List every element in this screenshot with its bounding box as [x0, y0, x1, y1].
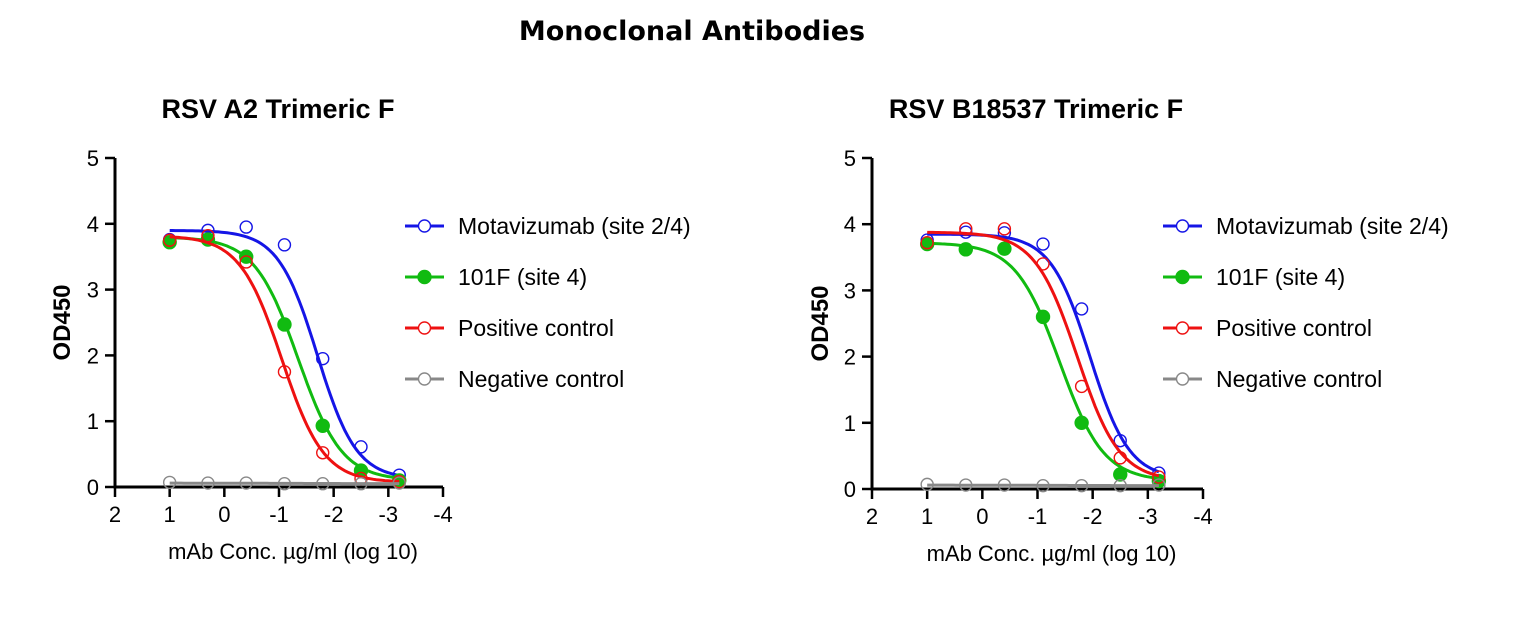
chart2-point-positive-control-0 [920, 236, 934, 250]
chart1-curve-positive-control [169, 235, 400, 483]
chart2-point-positive-control-5 [1113, 451, 1127, 465]
chart2-curve-positive-control [927, 230, 1160, 478]
chart2-point-positive-control-1 [959, 222, 973, 236]
chart2-legend-marker-101f-site-4 [1175, 269, 1190, 285]
chart2-y-tick-label-2: 2 [844, 345, 856, 370]
chart1-point-positive-control-1 [201, 228, 215, 243]
chart1-legend-label-101f-site-4: 101F (site 4) [458, 264, 587, 290]
chart1-y-tick-label-5: 5 [87, 146, 99, 171]
chart2-y-tick-label-1: 1 [844, 411, 856, 436]
chart2-y-axis-label: OD450 [807, 285, 834, 361]
chart2-x-tick-label--3: -3 [1138, 504, 1158, 529]
chart1-y-tick-label-4: 4 [87, 212, 99, 237]
chart2-point-negative-control-2 [997, 478, 1012, 492]
chart1-x-tick-label--2: -2 [324, 502, 344, 527]
chart1-legend-label-motavizumab-site-2-4: Motavizumab (site 2/4) [458, 213, 691, 239]
chart2-legend-label-positive-control: Positive control [1216, 315, 1372, 341]
chart1-y-tick-label-1: 1 [87, 409, 99, 434]
chart1-title: RSV A2 Trimeric F [161, 94, 394, 124]
chart1-legend-marker-positive-control [417, 321, 432, 335]
chart1-point-motavizumab-site-2-4-5 [354, 440, 368, 454]
chart1-point-101f-site-4-3 [277, 317, 292, 332]
chart2-point-motavizumab-site-2-4-4 [1074, 302, 1089, 316]
chart1-point-motavizumab-site-2-4-3 [277, 238, 292, 252]
chart2-x-tick-label-0: 0 [976, 504, 988, 529]
chart1-x-tick-label-2: 2 [109, 502, 121, 527]
chart2-point-positive-control-2 [997, 222, 1012, 236]
chart2-legend-label-negative-control: Negative control [1216, 366, 1382, 392]
chart2-legend-marker-negative-control [1175, 372, 1190, 386]
chart2-curve-negative-control [927, 483, 1159, 488]
chart2-point-negative-control-0 [920, 477, 934, 492]
chart2-x-tick-label--1: -1 [1028, 504, 1048, 529]
chart2-point-negative-control-3 [1036, 478, 1050, 493]
chart2-point-101f-site-4-2 [997, 241, 1012, 256]
chart1-point-negative-control-3 [277, 477, 292, 491]
chart2-y-tick-label-0: 0 [844, 477, 856, 502]
chart1-point-negative-control-1 [201, 476, 215, 490]
chart2-legend-marker-motavizumab-site-2-4 [1175, 219, 1190, 233]
figure-title: Monoclonal Antibodies [518, 16, 866, 47]
chart1-y-tick-label-0: 0 [87, 475, 99, 500]
chart1-point-negative-control-4 [316, 477, 330, 491]
chart1-legend-label-positive-control: Positive control [458, 315, 614, 341]
chart1-point-motavizumab-site-2-4-2 [239, 220, 253, 234]
chart2-point-101f-site-4-5 [1113, 467, 1128, 482]
chart2-point-negative-control-6 [1152, 478, 1166, 492]
chart1-y-axis-label: OD450 [49, 284, 76, 360]
chart1-point-motavizumab-site-2-4-4 [316, 351, 330, 366]
chart1-legend-marker-motavizumab-site-2-4 [417, 219, 432, 233]
chart2-x-axis-label: mAb Conc. µg/ml (log 10) [927, 541, 1177, 566]
chart1-point-101f-site-4-2 [238, 249, 254, 264]
chart1-x-axis-label: mAb Conc. µg/ml (log 10) [168, 539, 418, 564]
chart2-y-tick-label-5: 5 [844, 146, 856, 171]
chart2-title: RSV B18537 Trimeric F [889, 94, 1183, 124]
chart2-legend-label-motavizumab-site-2-4: Motavizumab (site 2/4) [1216, 213, 1449, 239]
chart2-point-101f-site-4-4 [1074, 415, 1089, 430]
chart1-point-negative-control-5 [354, 477, 368, 491]
chart2-point-positive-control-6 [1152, 470, 1166, 484]
chart1-point-negative-control-6 [392, 476, 406, 490]
chart1-point-negative-control-2 [239, 476, 253, 490]
chart1-point-positive-control-3 [277, 365, 292, 379]
chart2-x-tick-label-2: 2 [866, 504, 878, 529]
chart1-point-positive-control-2 [239, 255, 253, 269]
chart1-legend-marker-negative-control [417, 372, 432, 386]
chart1-y-tick-label-2: 2 [87, 343, 99, 368]
chart2-x-tick-label--4: -4 [1193, 504, 1213, 529]
chart2-x-tick-label-1: 1 [921, 504, 933, 529]
chart1-x-tick-label-1: 1 [164, 502, 176, 527]
chart1-x-tick-label-0: 0 [218, 502, 230, 527]
chart1-point-positive-control-4 [316, 446, 330, 460]
chart1-point-positive-control-0 [162, 233, 177, 247]
chart1-y-tick-label-3: 3 [87, 278, 99, 303]
chart2-point-negative-control-4 [1074, 478, 1089, 493]
chart1-point-negative-control-0 [162, 475, 177, 490]
chart2-point-101f-site-4-1 [958, 242, 973, 257]
chart2-point-101f-site-4-3 [1035, 309, 1051, 325]
chart1-x-tick-label--4: -4 [433, 502, 453, 527]
chart2-point-motavizumab-site-2-4-3 [1036, 237, 1050, 251]
chart2-legend-label-101f-site-4: 101F (site 4) [1216, 264, 1345, 290]
chart1-x-tick-label--3: -3 [379, 502, 399, 527]
chart1-curve-motavizumab-site-2-4 [169, 229, 400, 477]
chart2-y-tick-label-3: 3 [844, 278, 856, 303]
chart2-point-negative-control-1 [959, 478, 973, 492]
chart2-point-negative-control-5 [1113, 478, 1127, 493]
chart2-y-tick-label-4: 4 [844, 212, 856, 237]
chart2-point-positive-control-3 [1036, 257, 1050, 271]
chart1-curve-negative-control [169, 481, 400, 486]
chart1-point-101f-site-4-4 [315, 418, 330, 434]
chart2-x-tick-label--2: -2 [1083, 504, 1103, 529]
chart1-legend-label-negative-control: Negative control [458, 366, 624, 392]
chart1-x-tick-label--1: -1 [269, 502, 289, 527]
chart2-point-positive-control-4 [1074, 379, 1089, 394]
chart2-point-motavizumab-site-2-4-5 [1113, 433, 1127, 448]
chart2-legend-marker-positive-control [1175, 321, 1190, 335]
chart1-legend-marker-101f-site-4 [417, 269, 432, 285]
